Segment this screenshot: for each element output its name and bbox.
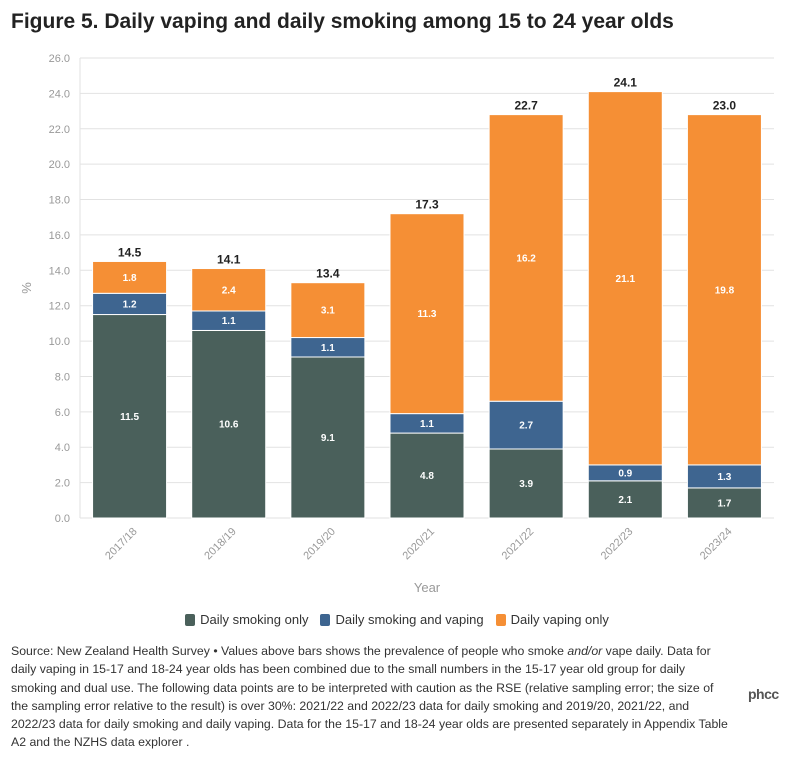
footnote-text-1: Source: New Zealand Health Survey • Valu… bbox=[11, 644, 568, 658]
bar-total-label: 23.0 bbox=[713, 99, 737, 113]
x-tick-label: 2020/21 bbox=[401, 526, 438, 563]
segment-value-label: 21.1 bbox=[616, 274, 636, 285]
y-tick-label: 24.0 bbox=[49, 88, 70, 100]
segment-value-label: 1.2 bbox=[123, 299, 137, 310]
bar-total-label: 13.4 bbox=[316, 267, 340, 281]
bar-total-label: 14.1 bbox=[217, 253, 241, 267]
legend: Daily smoking only Daily smoking and vap… bbox=[0, 612, 794, 627]
legend-item-smoking-and-vaping[interactable]: Daily smoking and vaping bbox=[320, 612, 484, 627]
segment-value-label: 3.9 bbox=[519, 479, 533, 490]
bar-segment[interactable] bbox=[686, 114, 762, 466]
y-tick-label: 6.0 bbox=[55, 407, 70, 419]
segment-value-label: 11.5 bbox=[120, 412, 139, 423]
bar-total-label: 14.5 bbox=[118, 245, 142, 259]
bar-total-label: 22.7 bbox=[514, 99, 538, 113]
y-tick-label: 22.0 bbox=[49, 124, 70, 136]
segment-value-label: 10.6 bbox=[219, 420, 239, 431]
segment-value-label: 1.7 bbox=[717, 498, 731, 509]
y-axis-title: % bbox=[19, 282, 34, 294]
bar-segment[interactable] bbox=[290, 356, 366, 519]
legend-item-vaping-only[interactable]: Daily vaping only bbox=[495, 612, 609, 627]
chart-title: Figure 5. Daily vaping and daily smoking… bbox=[11, 10, 674, 33]
x-axis-title: Year bbox=[414, 580, 441, 595]
phcc-logo: phcc bbox=[748, 686, 779, 702]
x-tick-label: 2018/19 bbox=[202, 526, 239, 563]
bar-segment[interactable] bbox=[686, 487, 762, 519]
source-footnote: Source: New Zealand Health Survey • Valu… bbox=[11, 642, 731, 752]
segment-value-label: 4.8 bbox=[420, 471, 434, 482]
y-tick-label: 18.0 bbox=[49, 195, 70, 207]
footnote-text-2: vape daily. Data for daily vaping in 15-… bbox=[11, 644, 728, 750]
x-axis-ticks: 2017/18 2018/19 2019/20 2020/21 2021/22 2022/… bbox=[103, 526, 734, 563]
segment-value-label: 2.4 bbox=[222, 285, 236, 296]
bar-segment[interactable] bbox=[587, 480, 663, 519]
legend-swatch bbox=[495, 613, 506, 626]
segment-value-label: 1.8 bbox=[123, 273, 137, 284]
data-labels: 11.5 1.2 1.8 14.5 10.6 1.1 2.4 14.1 9.1 1.1 3.1 13.… bbox=[118, 76, 737, 510]
bar-total-label: 17.3 bbox=[415, 198, 439, 212]
legend-label: Daily vaping only bbox=[510, 612, 609, 627]
x-tick-label: 2022/23 bbox=[599, 526, 636, 563]
y-tick-label: 14.0 bbox=[49, 265, 70, 277]
y-tick-label: 4.0 bbox=[55, 442, 70, 454]
bar-segment[interactable] bbox=[92, 314, 168, 519]
x-tick-label: 2019/20 bbox=[301, 526, 338, 563]
bar-segment[interactable] bbox=[290, 282, 366, 339]
legend-item-smoking-only[interactable]: Daily smoking only bbox=[185, 612, 308, 627]
bar-segment[interactable] bbox=[488, 114, 564, 402]
segment-value-label: 1.3 bbox=[717, 472, 731, 483]
bar-segment[interactable] bbox=[389, 213, 465, 415]
bar-segment[interactable] bbox=[389, 432, 465, 519]
bar-total-label: 24.1 bbox=[614, 76, 638, 90]
segment-value-label: 9.1 bbox=[321, 433, 335, 444]
legend-swatch bbox=[320, 613, 331, 626]
segment-value-label: 0.9 bbox=[618, 468, 632, 479]
y-axis-ticks: 0.0 2.0 4.0 6.0 8.0 10.0 12.0 14.0 16.0 18.0 20.0 2… bbox=[49, 53, 70, 525]
bar-segment[interactable] bbox=[92, 260, 168, 294]
bar-segment[interactable] bbox=[488, 448, 564, 519]
y-tick-label: 0.0 bbox=[55, 513, 70, 525]
segment-value-label: 3.1 bbox=[321, 306, 335, 317]
y-tick-label: 20.0 bbox=[49, 159, 70, 171]
y-tick-label: 8.0 bbox=[55, 371, 70, 383]
bar-segment[interactable] bbox=[488, 400, 564, 450]
segment-value-label: 19.8 bbox=[715, 285, 735, 296]
legend-label: Daily smoking and vaping bbox=[335, 612, 484, 627]
segment-value-label: 1.1 bbox=[420, 419, 434, 430]
x-tick-label: 2021/22 bbox=[500, 526, 537, 563]
y-tick-label: 2.0 bbox=[55, 478, 70, 490]
segment-value-label: 16.2 bbox=[516, 253, 536, 264]
y-tick-label: 26.0 bbox=[49, 53, 70, 65]
bar-segment[interactable] bbox=[587, 91, 663, 466]
legend-label: Daily smoking only bbox=[200, 612, 309, 627]
segment-value-label: 11.3 bbox=[418, 309, 437, 320]
bars bbox=[92, 91, 762, 519]
segment-value-label: 2.7 bbox=[519, 421, 533, 432]
segment-value-label: 1.1 bbox=[321, 343, 335, 354]
bar-segment[interactable] bbox=[191, 268, 267, 312]
segment-value-label: 1.1 bbox=[222, 316, 236, 327]
footnote-emphasis: and/or bbox=[567, 644, 603, 658]
legend-swatch bbox=[185, 613, 196, 626]
y-tick-label: 12.0 bbox=[49, 301, 70, 313]
y-tick-label: 10.0 bbox=[49, 336, 70, 348]
x-tick-label: 2017/18 bbox=[103, 526, 140, 563]
segment-value-label: 2.1 bbox=[618, 495, 632, 506]
y-tick-label: 16.0 bbox=[49, 230, 70, 242]
stacked-bar-chart: 0.0 2.0 4.0 6.0 8.0 10.0 12.0 14.0 16.0 18.0 20.0 2… bbox=[19, 53, 774, 595]
x-tick-label: 2023/24 bbox=[698, 526, 735, 563]
